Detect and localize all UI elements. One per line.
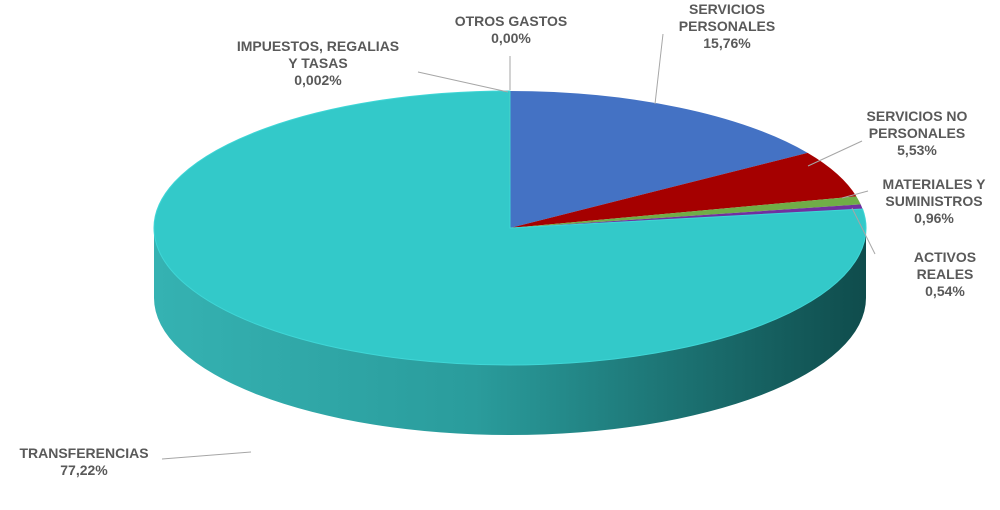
slice-name-impuestos: Y TASAS bbox=[288, 55, 347, 71]
slice-name-nopersonales: SERVICIOS NO bbox=[867, 108, 968, 124]
pie-slice-transferencias bbox=[153, 90, 867, 366]
slice-percent-personales: 15,76% bbox=[703, 35, 751, 51]
slice-labels: SERVICIOS PERSONALES 15,76%SERVICIOS NO PER… bbox=[19, 1, 986, 478]
slice-label-otros: OTROS GASTOS 0,00% bbox=[455, 13, 568, 46]
pie-slice-activos bbox=[510, 204, 863, 228]
slice-percent-transferencias: 77,22% bbox=[60, 462, 108, 478]
pie-side-layer bbox=[154, 228, 866, 435]
slice-percent-activos: 0,54% bbox=[925, 283, 965, 299]
leader-line-transferencias bbox=[161, 451, 252, 460]
slice-percent-materiales: 0,96% bbox=[914, 210, 954, 226]
slice-name-activos: REALES bbox=[917, 266, 974, 282]
slice-name-nopersonales: PERSONALES bbox=[869, 125, 965, 141]
pie-slice-personales bbox=[510, 91, 808, 228]
slice-name-otros: OTROS GASTOS bbox=[455, 13, 568, 29]
leader-line-impuestos bbox=[417, 71, 509, 93]
leader-line-nopersonales bbox=[807, 140, 863, 167]
slice-label-impuestos: IMPUESTOS, REGALIAS Y TASAS 0,002% bbox=[237, 38, 399, 88]
leader-line-personales bbox=[654, 33, 664, 105]
slice-name-transferencias: TRANSFERENCIAS bbox=[19, 445, 148, 461]
leader-lines bbox=[161, 33, 876, 460]
slice-name-materiales: SUMINISTROS bbox=[885, 193, 982, 209]
slice-name-personales: SERVICIOS bbox=[689, 1, 765, 17]
pie-slice-nopersonales bbox=[510, 152, 857, 228]
slice-label-activos: ACTIVOS REALES 0,54% bbox=[914, 249, 976, 299]
pie-slice-materiales bbox=[510, 196, 861, 228]
slice-percent-nopersonales: 5,53% bbox=[897, 142, 937, 158]
slice-percent-otros: 0,00% bbox=[491, 30, 531, 46]
slice-name-activos: ACTIVOS bbox=[914, 249, 976, 265]
slice-name-personales: PERSONALES bbox=[679, 18, 775, 34]
slice-label-nopersonales: SERVICIOS NO PERSONALES 5,53% bbox=[867, 108, 968, 158]
slice-label-personales: SERVICIOS PERSONALES 15,76% bbox=[679, 1, 775, 51]
slice-label-materiales: MATERIALES Y SUMINISTROS 0,96% bbox=[883, 176, 987, 226]
leader-line-materiales bbox=[841, 190, 869, 199]
slice-percent-impuestos: 0,002% bbox=[294, 72, 342, 88]
slice-label-transferencias: TRANSFERENCIAS 77,22% bbox=[19, 445, 148, 478]
leader-line-activos bbox=[851, 207, 876, 255]
slice-name-impuestos: IMPUESTOS, REGALIAS bbox=[237, 38, 399, 54]
pie-side-transferencias bbox=[154, 228, 866, 435]
pie-top-layer bbox=[153, 90, 867, 366]
slice-name-materiales: MATERIALES Y bbox=[883, 176, 987, 192]
